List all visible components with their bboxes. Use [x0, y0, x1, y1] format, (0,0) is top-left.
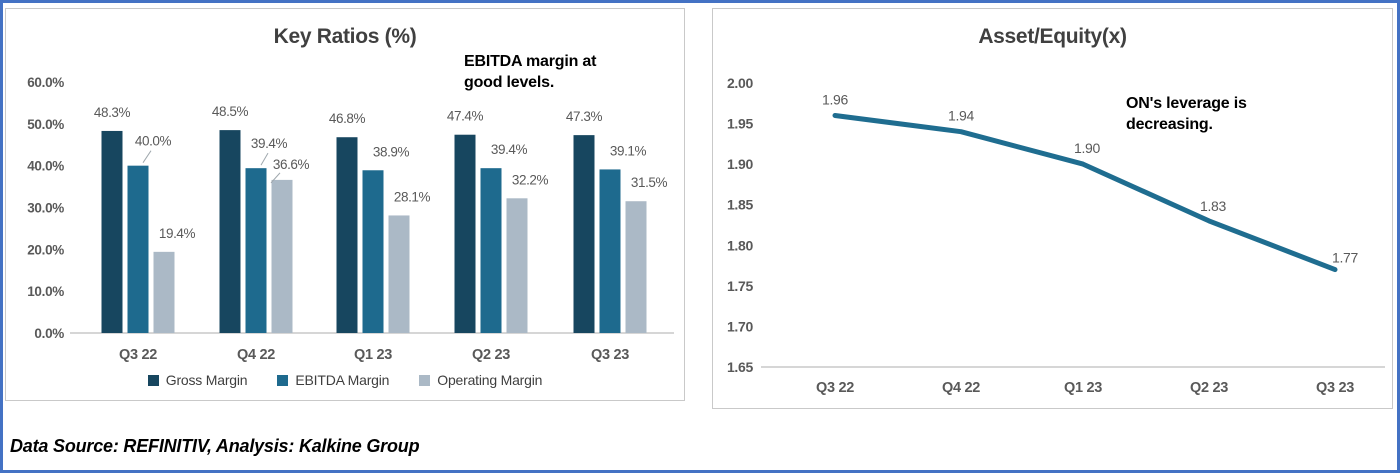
- bar-data-label: 39.1%: [610, 143, 647, 158]
- chart-legend: Gross Margin EBITDA Margin Operating Margi…: [6, 372, 684, 388]
- bar-gross-margin: [219, 130, 241, 333]
- key-ratios-plot: 0.0% 10.0% 20.0% 30.0% 40.0% 50.0% 60.0% Q3 22 Q…: [27, 75, 674, 363]
- data-source-note: Data Source: REFINITIV, Analysis: Kalkin…: [10, 436, 420, 456]
- y-tick-label: 60.0%: [27, 75, 64, 90]
- bar-operating-margin: [271, 179, 293, 333]
- y-tick-label: 1.95: [727, 116, 754, 132]
- x-axis-label: Q4 22: [942, 380, 980, 396]
- y-tick-label: 40.0%: [27, 159, 64, 174]
- x-axis-label: Q3 22: [816, 380, 854, 396]
- x-axis-label: Q1 23: [354, 347, 392, 363]
- legend-item-ebitda-margin: EBITDA Margin: [277, 372, 389, 388]
- bar-data-label: 48.5%: [212, 104, 249, 119]
- key-ratios-chart-panel: 0.0% 10.0% 20.0% 30.0% 40.0% 50.0% 60.0% Q3 22 Q…: [5, 8, 685, 401]
- bar-data-label: 47.4%: [447, 109, 484, 124]
- annotation-line: ON's leverage is: [1126, 95, 1247, 112]
- asset-equity-chart-panel: 1.65 1.70 1.75 1.80 1.85 1.90 1.95 2.00 Q3 22 Q4 …: [712, 8, 1393, 409]
- bar-data-label: 38.9%: [373, 144, 410, 159]
- legend-label: Gross Margin: [165, 372, 248, 388]
- bar-gross-margin: [573, 135, 595, 333]
- legend-label: EBITDA Margin: [295, 372, 390, 388]
- y-tick-label: 1.85: [727, 197, 754, 213]
- y-tick-label: 10.0%: [27, 284, 64, 299]
- y-tick-label: 1.75: [727, 278, 754, 294]
- bar-data-label: 48.3%: [94, 105, 131, 120]
- label-leader-line: [142, 150, 152, 163]
- bar-operating-margin: [506, 198, 528, 333]
- x-axis-label: Q1 23: [1064, 380, 1102, 396]
- bar-gross-margin: [454, 134, 476, 333]
- bar-gross-margin: [101, 130, 123, 333]
- bar-ebitda-margin: [362, 170, 384, 333]
- legend-swatch: [147, 374, 159, 386]
- x-axis-label: Q2 23: [1190, 380, 1228, 396]
- y-tick-label: 50.0%: [27, 117, 64, 132]
- x-axis-label: Q4 22: [237, 347, 275, 363]
- y-tick-label: 1.90: [727, 156, 754, 172]
- bar-data-label: 39.4%: [491, 142, 528, 157]
- point-data-label: 1.96: [822, 91, 849, 107]
- chart-title: Key Ratios (%): [273, 25, 417, 48]
- bar-data-label: 36.6%: [273, 157, 310, 172]
- y-tick-label: 30.0%: [27, 201, 64, 216]
- chart-annotation: EBITDA margin at good levels.: [464, 51, 596, 93]
- point-data-label: 1.77: [1332, 250, 1359, 266]
- y-tick-label: 20.0%: [27, 242, 64, 257]
- bar-ebitda-margin: [245, 168, 267, 333]
- bar-data-label: 31.5%: [631, 175, 668, 190]
- y-tick-label: 1.70: [727, 318, 754, 334]
- bar-data-label: 32.2%: [512, 172, 549, 187]
- bar-operating-margin: [153, 251, 175, 333]
- chart-title: Asset/Equity(x): [978, 25, 1127, 48]
- bar-data-label: 28.1%: [394, 189, 431, 204]
- bar-ebitda-margin: [480, 168, 502, 333]
- annotation-line: EBITDA margin at: [464, 53, 597, 70]
- y-tick-label: 0.0%: [34, 326, 64, 341]
- bar-data-label: 40.0%: [135, 134, 172, 149]
- x-axis-label: Q3 22: [119, 347, 157, 363]
- bar-operating-margin: [388, 215, 410, 333]
- bar-data-label: 46.8%: [329, 111, 366, 126]
- x-axis-label: Q3 23: [1316, 380, 1354, 396]
- y-tick-label: 1.80: [727, 237, 754, 253]
- chart-annotation: ON's leverage is decreasing.: [1126, 93, 1247, 135]
- annotation-line: good levels.: [464, 74, 555, 91]
- x-axis-label: Q3 23: [591, 347, 629, 363]
- bar-data-label: 39.4%: [251, 136, 288, 151]
- point-data-label: 1.90: [1074, 140, 1101, 156]
- bar-data-label: 19.4%: [159, 226, 196, 241]
- label-leader-line: [270, 172, 281, 184]
- bar-data-label: 47.3%: [566, 109, 603, 124]
- bar-ebitda-margin: [599, 169, 621, 333]
- legend-swatch: [419, 374, 431, 386]
- legend-item-operating-margin: Operating Margin: [419, 372, 542, 388]
- point-data-label: 1.83: [1200, 198, 1227, 214]
- trend-line-asset-equity: [832, 113, 1338, 273]
- legend-label: Operating Margin: [437, 372, 543, 388]
- y-tick-label: 2.00: [727, 75, 754, 91]
- y-tick-label: 1.65: [727, 359, 754, 375]
- bar-ebitda-margin: [127, 165, 149, 333]
- bar-operating-margin: [625, 201, 647, 333]
- asset-equity-plot: 1.65 1.70 1.75 1.80 1.85 1.90 1.95 2.00 Q3 22 Q4 …: [727, 75, 1385, 396]
- legend-item-gross-margin: Gross Margin: [147, 372, 248, 388]
- label-leader-line: [260, 152, 269, 166]
- bar-gross-margin: [336, 137, 358, 333]
- x-axis-label: Q2 23: [472, 347, 510, 363]
- point-data-label: 1.94: [948, 108, 975, 124]
- legend-swatch: [277, 374, 289, 386]
- annotation-line: decreasing.: [1126, 116, 1213, 133]
